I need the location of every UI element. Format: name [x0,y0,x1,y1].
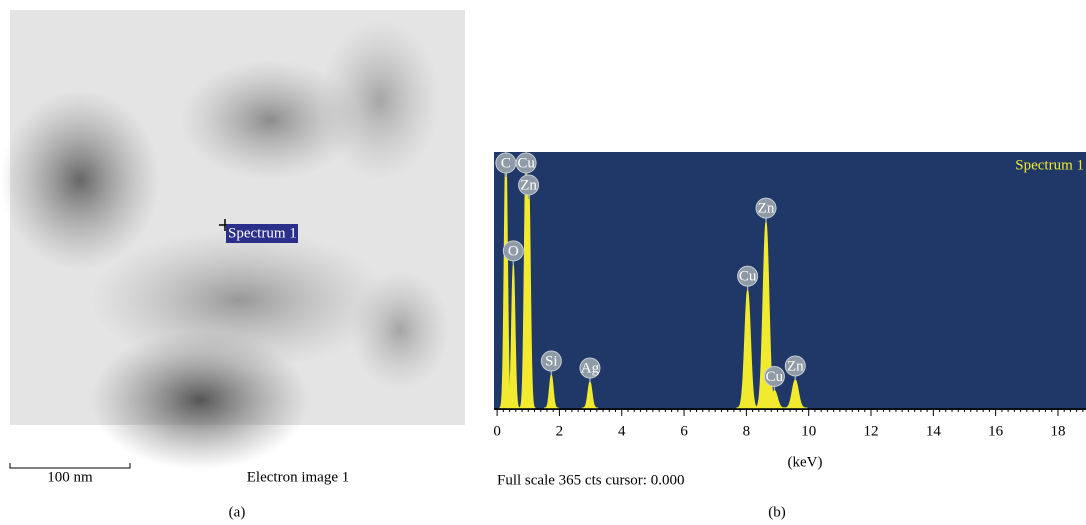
peak [762,389,787,409]
peak-label: Cu [739,269,757,285]
electron-image: Spectrum 1 [0,10,465,470]
x-tick-label: 10 [801,423,816,439]
peak-label: Zn [787,358,804,374]
x-tick-label: 18 [1050,423,1065,439]
x-tick-label: 2 [556,423,564,439]
label-badge [579,357,601,379]
label-badge [502,240,524,262]
x-tick-label: 0 [493,423,501,439]
caption: (b) [768,504,786,520]
peak-label: Zn [758,201,775,217]
label-badge [784,355,806,377]
peak-label: Cu [766,369,784,385]
x-tick-label: 6 [680,423,688,439]
spectrum-title: Spectrum 1 [1015,157,1084,173]
label-badge [540,350,562,372]
peak-label: Ag [581,360,600,376]
peak-label: C [501,155,511,171]
peak-label: Cu [517,155,535,171]
label-badge [515,152,537,174]
x-tick-label: 14 [926,423,942,439]
peak [543,374,559,409]
label-badge [755,197,777,219]
peak [506,264,520,409]
marker-label: Spectrum 1 [228,225,297,241]
scale-bar-label: 100 nm [47,469,93,485]
label-badge [737,265,759,287]
label-badge [518,174,540,196]
label-badge [763,365,785,387]
image-label: Electron image 1 [247,469,349,485]
x-tick-label: 8 [743,423,751,439]
x-tick-label: 4 [618,423,626,439]
peak [736,289,759,409]
peak [783,379,808,409]
peak-label: Zn [520,177,537,193]
x-tick-label: 16 [988,423,1004,439]
caption: (a) [229,504,246,520]
footer: Full scale 365 cts cursor: 0.000 [497,472,684,488]
x-axis-label: (keV) [788,454,823,470]
scale-bar [9,463,131,469]
x-tick-label: 12 [864,423,879,439]
peak-label: O [508,243,519,259]
peak-label: Si [545,353,558,369]
peak [581,381,599,409]
